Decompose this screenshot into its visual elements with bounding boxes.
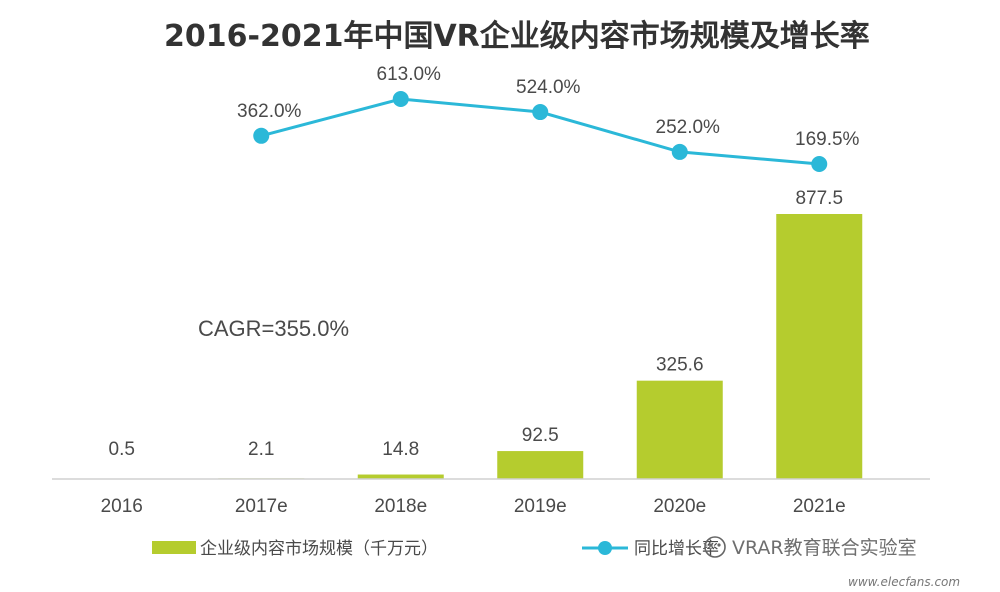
growth-value-label: 362.0% — [237, 101, 302, 122]
x-tick-label: 2016 — [101, 496, 143, 517]
x-axis-ticks: 2016 2017e 2018e 2019e 2020e 2021e — [101, 496, 846, 517]
growth-value-label: 613.0% — [377, 64, 442, 85]
bar — [776, 214, 863, 479]
x-tick-label: 2019e — [514, 496, 567, 517]
wechat-icon-dot — [709, 543, 713, 547]
legend-bar-label: 企业级内容市场规模（千万元） — [200, 539, 438, 559]
bar-series: 0.5 2.1 14.8 92.5 325.6 877.5 — [78, 188, 863, 479]
legend-line-marker — [598, 541, 612, 555]
bar-value-label: 0.5 — [109, 439, 135, 460]
wechat-icon-dot — [717, 543, 721, 547]
bar-value-label: 877.5 — [795, 188, 843, 209]
bar-value-label: 325.6 — [656, 355, 704, 376]
bar-value-label: 14.8 — [382, 439, 419, 460]
wechat-icon — [704, 536, 726, 558]
x-tick-label: 2020e — [653, 496, 706, 517]
legend-line-label: 同比增长率 — [634, 539, 719, 559]
bar — [636, 380, 723, 479]
watermark-url: www.elecfans.com — [848, 575, 960, 589]
bar-value-label: 92.5 — [522, 425, 559, 446]
growth-line-series: 362.0% 613.0% 524.0% 252.0% 169.5% — [237, 64, 860, 172]
chart-title: 2016-2021年中国VR企业级内容市场规模及增长率 — [164, 19, 870, 54]
x-tick-label: 2017e — [235, 496, 288, 517]
watermark: VRAR教育联合实验室 www.elecfans.com — [704, 536, 960, 589]
growth-point — [532, 104, 549, 121]
watermark-text: VRAR教育联合实验室 — [732, 537, 917, 559]
growth-point — [811, 156, 828, 172]
growth-value-label: 169.5% — [795, 129, 860, 150]
x-tick-label: 2021e — [793, 496, 846, 517]
bar — [497, 451, 584, 479]
growth-value-label: 252.0% — [656, 117, 721, 138]
x-tick-label: 2018e — [374, 496, 427, 517]
growth-point — [253, 127, 270, 144]
bar-value-label: 2.1 — [248, 439, 274, 460]
growth-point — [392, 91, 409, 107]
growth-point — [671, 143, 688, 160]
legend: 企业级内容市场规模（千万元） 同比增长率 — [152, 539, 719, 559]
legend-bar-swatch — [152, 541, 196, 554]
growth-value-label: 524.0% — [516, 77, 581, 98]
bar — [357, 474, 444, 479]
cagr-annotation: CAGR=355.0% — [198, 316, 349, 341]
